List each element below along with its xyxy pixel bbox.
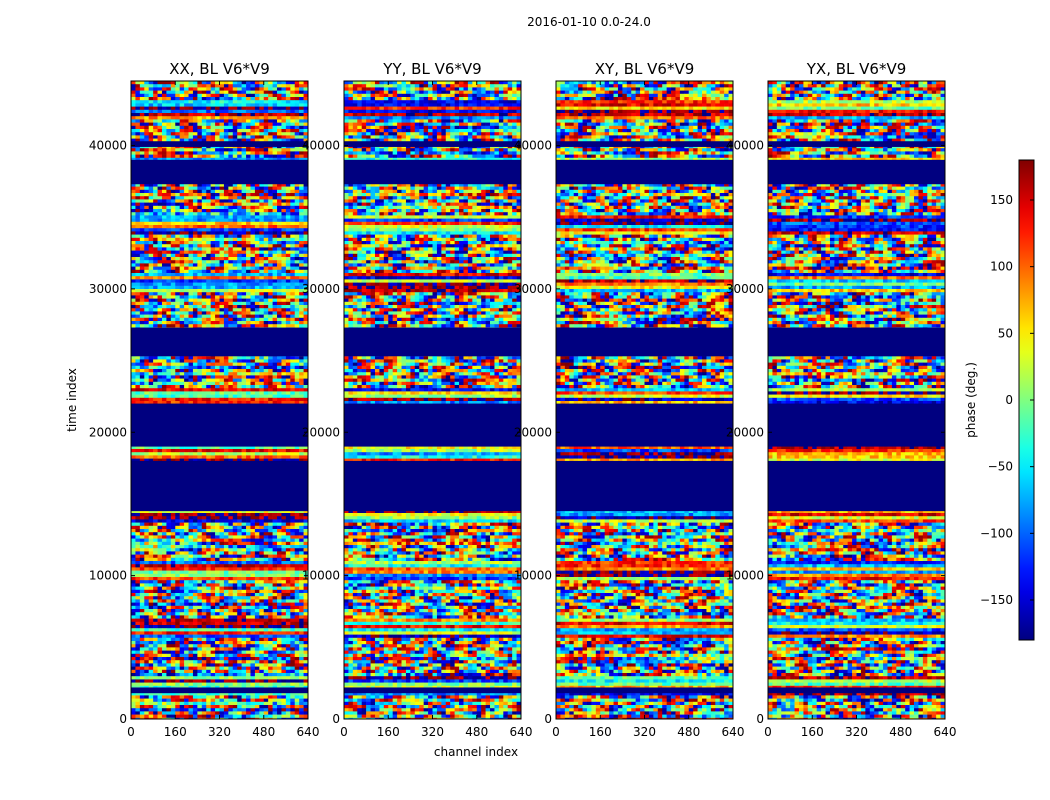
y-tick-label: 30000 — [726, 282, 764, 296]
flagged-band — [344, 327, 521, 357]
panel-title: XX, BL V6*V9 — [169, 60, 270, 78]
flagged-band — [556, 141, 733, 147]
x-tick-label: 480 — [677, 725, 700, 739]
panel-yy: YY, BL V6*V9 0 160 320 480 640 0 10000 20000 3000… — [302, 60, 533, 739]
x-tick-label: 640 — [934, 725, 957, 739]
flagged-band — [556, 327, 733, 357]
flagged-band — [344, 141, 521, 147]
x-tick-label: 320 — [845, 725, 868, 739]
y-tick-label: 40000 — [302, 139, 340, 153]
x-tick-label: 160 — [164, 725, 187, 739]
x-tick-label: 0 — [340, 725, 348, 739]
y-tick-label: 20000 — [726, 425, 764, 439]
colorbar-tick-label: 50 — [998, 326, 1013, 340]
x-tick-label: 0 — [552, 725, 560, 739]
colorbar-tick-label: 150 — [990, 193, 1013, 207]
panel-yx: YX, BL V6*V9 0 160 320 480 640 0 10000 20000 3000… — [726, 60, 957, 739]
panel-xy: XY, BL V6*V9 0 160 320 480 640 0 10000 20000 3000… — [514, 60, 745, 739]
x-tick-label: 480 — [465, 725, 488, 739]
flagged-band — [556, 687, 733, 694]
x-tick-label: 0 — [127, 725, 135, 739]
y-tick-label: 10000 — [89, 569, 127, 583]
flagged-band — [768, 141, 945, 147]
flagged-band — [131, 141, 308, 147]
y-axis-label: time index — [65, 368, 79, 432]
flagged-band — [344, 460, 521, 512]
y-tick-label: 40000 — [726, 139, 764, 153]
flagged-band — [344, 403, 521, 447]
x-tick-label: 640 — [510, 725, 533, 739]
flagged-band — [556, 159, 733, 185]
y-tick-label: 20000 — [89, 425, 127, 439]
y-tick-label: 30000 — [514, 282, 552, 296]
y-tick-label: 0 — [119, 712, 127, 726]
flagged-band — [131, 460, 308, 512]
colorbar: 150 100 50 0 −50 −100 −150 — [980, 159, 1035, 641]
flagged-band — [556, 403, 733, 447]
y-tick-label: 0 — [756, 712, 764, 726]
panel-title: XY, BL V6*V9 — [595, 60, 695, 78]
y-tick-label: 30000 — [302, 282, 340, 296]
x-tick-label: 320 — [421, 725, 444, 739]
x-tick-label: 480 — [252, 725, 275, 739]
panels: XX, BL V6*V9 0 160 320 480 640 0 10000 20000 3000… — [89, 60, 957, 739]
x-tick-label: 320 — [633, 725, 656, 739]
y-tick-label: 40000 — [514, 139, 552, 153]
y-tick-label: 0 — [332, 712, 340, 726]
colorbar-tick-label: −150 — [980, 593, 1013, 607]
panel-title: YY, BL V6*V9 — [382, 60, 481, 78]
x-tick-label: 640 — [722, 725, 745, 739]
flagged-band — [131, 687, 308, 694]
flagged-band — [768, 403, 945, 447]
flagged-band — [131, 327, 308, 357]
x-tick-label: 160 — [589, 725, 612, 739]
y-tick-label: 10000 — [514, 569, 552, 583]
colorbar-tick-label: 100 — [990, 260, 1013, 274]
flagged-band — [556, 460, 733, 512]
y-tick-label: 40000 — [89, 139, 127, 153]
colorbar-tick-label: −100 — [980, 526, 1013, 540]
x-tick-label: 160 — [377, 725, 400, 739]
flagged-band — [768, 460, 945, 512]
colorbar-label: phase (deg.) — [964, 362, 978, 438]
y-tick-label: 10000 — [726, 569, 764, 583]
x-tick-label: 320 — [208, 725, 231, 739]
x-tick-label: 640 — [297, 725, 320, 739]
x-axis-label: channel index — [434, 745, 518, 759]
x-tick-label: 0 — [764, 725, 772, 739]
y-tick-label: 0 — [544, 712, 552, 726]
x-tick-label: 160 — [801, 725, 824, 739]
flagged-band — [131, 403, 308, 447]
colorbar-tick-label: 0 — [1005, 393, 1013, 407]
figure-suptitle: 2016-01-10 0.0-24.0 — [527, 15, 651, 29]
x-tick-label: 480 — [889, 725, 912, 739]
flagged-band — [768, 687, 945, 694]
panel-title: YX, BL V6*V9 — [806, 60, 907, 78]
flagged-band — [344, 159, 521, 185]
flagged-band — [768, 327, 945, 357]
flagged-band — [131, 159, 308, 185]
y-tick-label: 10000 — [302, 569, 340, 583]
flagged-band — [344, 687, 521, 694]
flagged-band — [768, 159, 945, 185]
colorbar-tick-label: −50 — [988, 460, 1013, 474]
y-tick-label: 20000 — [514, 425, 552, 439]
y-tick-label: 30000 — [89, 282, 127, 296]
panel-xx: XX, BL V6*V9 0 160 320 480 640 0 10000 20000 3000… — [89, 60, 320, 739]
y-tick-label: 20000 — [302, 425, 340, 439]
